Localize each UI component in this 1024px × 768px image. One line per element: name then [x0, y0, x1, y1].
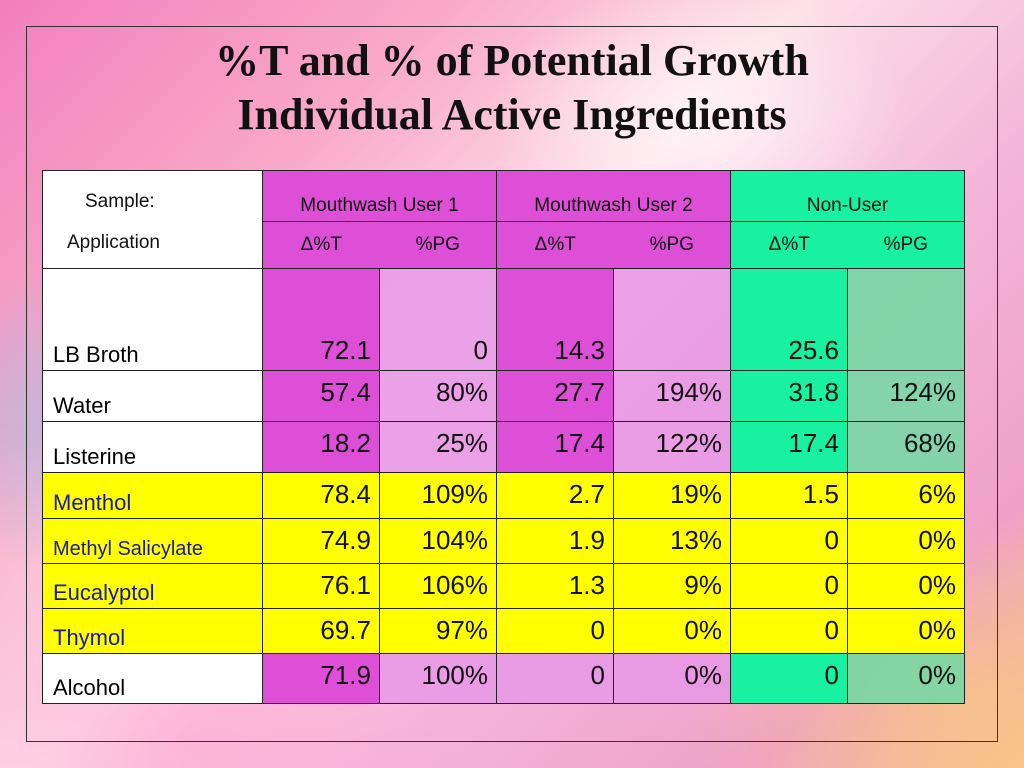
table-row: Menthol 78.4 109% 2.7 19% 1.5 6% — [42, 472, 965, 519]
group-header-user1: Mouthwash User 1 — [262, 170, 497, 222]
subcol-delta-t: Δ%T — [300, 234, 342, 255]
row-label: Water — [42, 370, 263, 422]
subheader-user1: Δ%T %PG — [262, 221, 497, 269]
title-line-1: %T and % of Potential Growth — [215, 36, 809, 85]
header-sample-cell: Sample: Application — [42, 170, 263, 269]
group-header-user2: Mouthwash User 2 — [496, 170, 731, 222]
subcol-pg: %PG — [883, 234, 928, 255]
cell-value: 0% — [847, 608, 965, 654]
group-header-nonuser: Non-User — [730, 170, 965, 222]
cell-value: 74.9 — [262, 518, 380, 564]
table-row: Water 57.4 80% 27.7 194% 31.8 124% — [42, 370, 965, 422]
cell-value: 25.6 — [730, 268, 848, 371]
cell-value: 76.1 — [262, 563, 380, 609]
cell-value: 0 — [496, 653, 614, 704]
row-label: Menthol — [42, 472, 263, 519]
cell-value: 106% — [379, 563, 497, 609]
table-row: Alcohol 71.9 100% 0 0% 0 0% — [42, 653, 965, 704]
row-label: Alcohol — [42, 653, 263, 704]
cell-value: 78.4 — [262, 472, 380, 519]
cell-value: 109% — [379, 472, 497, 519]
cell-value: 68% — [847, 421, 965, 473]
cell-value: 1.9 — [496, 518, 614, 564]
cell-value: 25% — [379, 421, 497, 473]
cell-value: 71.9 — [262, 653, 380, 704]
cell-value: 17.4 — [730, 421, 848, 473]
cell-value: 9% — [613, 563, 731, 609]
table-row: Listerine 18.2 25% 17.4 122% 17.4 68% — [42, 421, 965, 473]
cell-value: 0% — [847, 563, 965, 609]
cell-value: 100% — [379, 653, 497, 704]
cell-value: 14.3 — [496, 268, 614, 371]
slide-title: %T and % of Potential Growth Individual … — [26, 34, 998, 142]
cell-value: 0 — [379, 268, 497, 371]
cell-value: 0% — [847, 653, 965, 704]
cell-value: 0 — [730, 608, 848, 654]
cell-value: 194% — [613, 370, 731, 422]
cell-value: 69.7 — [262, 608, 380, 654]
cell-value: 6% — [847, 472, 965, 519]
table-row: Eucalyptol 76.1 106% 1.3 9% 0 0% — [42, 563, 965, 609]
cell-value: 0 — [730, 563, 848, 609]
cell-value: 31.8 — [730, 370, 848, 422]
cell-value: 2.7 — [496, 472, 614, 519]
cell-value: 27.7 — [496, 370, 614, 422]
header-row-groups: Sample: Application Mouthwash User 1 Mou… — [42, 170, 965, 269]
cell-value: 80% — [379, 370, 497, 422]
cell-value — [613, 268, 731, 371]
cell-value: 124% — [847, 370, 965, 422]
cell-value: 0% — [847, 518, 965, 564]
cell-value: 19% — [613, 472, 731, 519]
cell-value: 122% — [613, 421, 731, 473]
cell-value — [847, 268, 965, 371]
table-row: LB Broth 72.1 0 14.3 25.6 — [42, 268, 965, 371]
sample-label: Sample: — [85, 190, 155, 212]
cell-value: 97% — [379, 608, 497, 654]
cell-value: 1.3 — [496, 563, 614, 609]
subcol-delta-t: Δ%T — [768, 234, 810, 255]
cell-value: 18.2 — [262, 421, 380, 473]
slide-frame — [26, 26, 998, 742]
cell-value: 13% — [613, 518, 731, 564]
cell-value: 104% — [379, 518, 497, 564]
subcol-pg: %PG — [649, 234, 694, 255]
subheader-user2: Δ%T %PG — [496, 221, 731, 269]
cell-value: 0 — [730, 518, 848, 564]
title-line-2: Individual Active Ingredients — [237, 90, 787, 139]
cell-value: 0% — [613, 608, 731, 654]
row-label: Listerine — [42, 421, 263, 473]
cell-value: 17.4 — [496, 421, 614, 473]
cell-value: 0% — [613, 653, 731, 704]
subheader-nonuser: Δ%T %PG — [730, 221, 965, 269]
cell-value: 1.5 — [730, 472, 848, 519]
table-row: Thymol 69.7 97% 0 0% 0 0% — [42, 608, 965, 654]
application-label: Application — [67, 231, 160, 253]
row-label: Eucalyptol — [42, 563, 263, 609]
cell-value: 57.4 — [262, 370, 380, 422]
subcol-delta-t: Δ%T — [534, 234, 576, 255]
row-label: Thymol — [42, 608, 263, 654]
subcol-pg: %PG — [415, 234, 460, 255]
cell-value: 0 — [730, 653, 848, 704]
cell-value: 72.1 — [262, 268, 380, 371]
results-table: Sample: Application Mouthwash User 1 Mou… — [42, 170, 965, 704]
row-label: Methyl Salicylate — [42, 518, 263, 564]
row-label: LB Broth — [42, 268, 263, 371]
cell-value: 0 — [496, 608, 614, 654]
table-row: Methyl Salicylate 74.9 104% 1.9 13% 0 0% — [42, 518, 965, 564]
